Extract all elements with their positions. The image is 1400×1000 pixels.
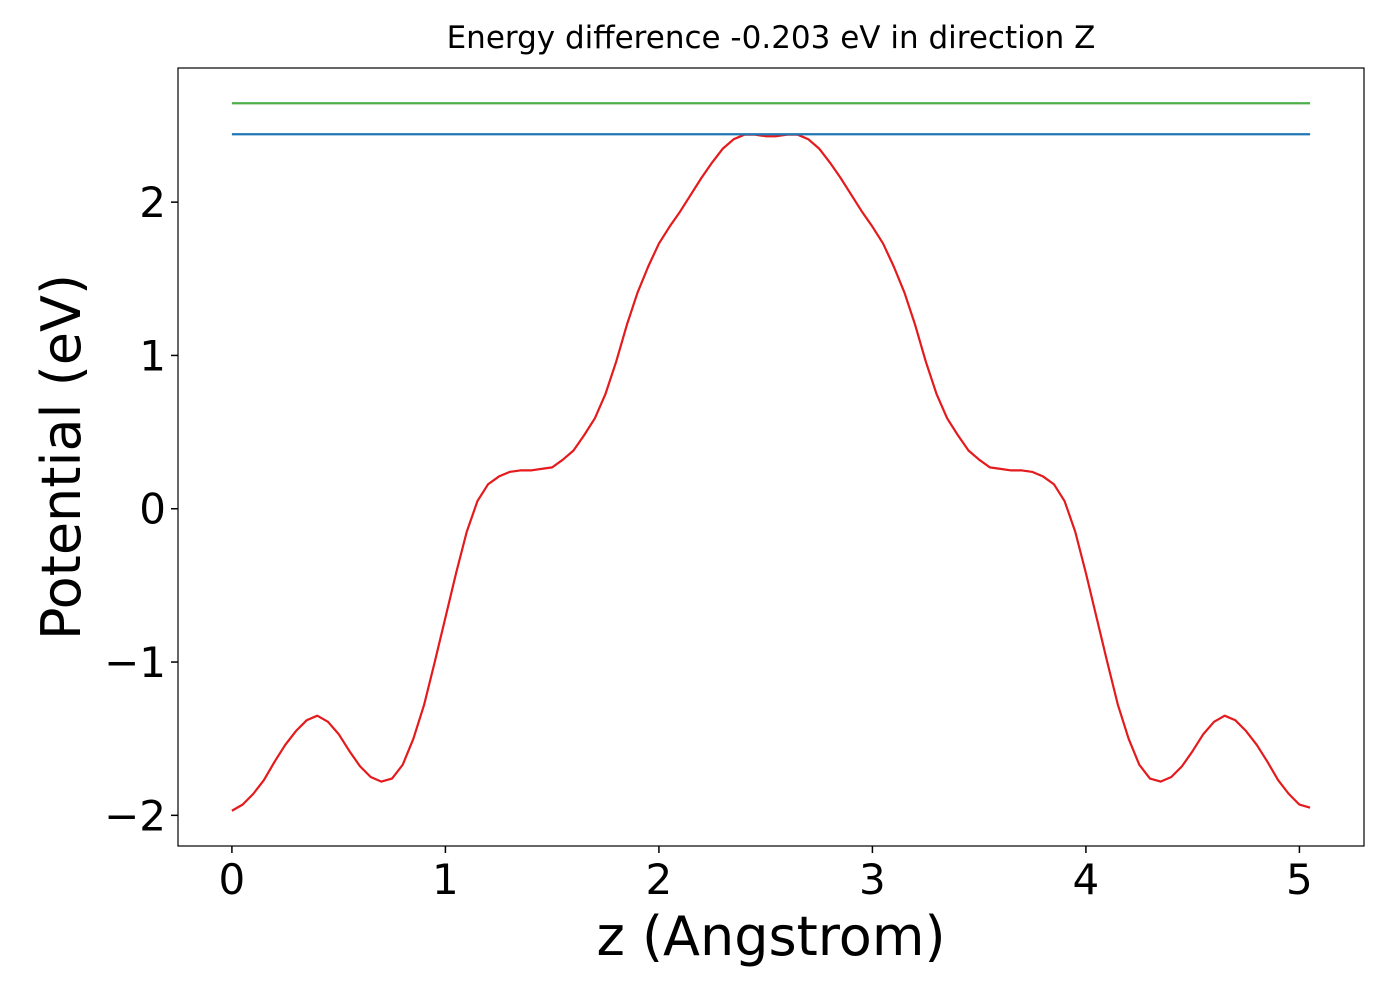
y-tick-label: 2: [139, 178, 166, 227]
y-tick-label: 0: [139, 485, 166, 534]
chart-title: Energy difference -0.203 eV in direction…: [447, 20, 1096, 56]
x-tick-label: 2: [646, 855, 673, 904]
y-axis-label: Potential (eV): [30, 274, 93, 640]
line: [231, 133, 1311, 812]
y-tick-label: −1: [104, 638, 166, 687]
x-tick-label: 5: [1286, 855, 1313, 904]
y-tick-label: 1: [139, 331, 166, 380]
x-tick-label: 0: [219, 855, 246, 904]
x-tick-label: 4: [1073, 855, 1100, 904]
x-tick-label: 1: [432, 855, 459, 904]
y-tick-label: −2: [104, 791, 166, 840]
x-tick-label: 3: [859, 855, 886, 904]
plot-frame: [177, 67, 1365, 847]
x-axis-label: z (Angstrom): [596, 905, 945, 968]
